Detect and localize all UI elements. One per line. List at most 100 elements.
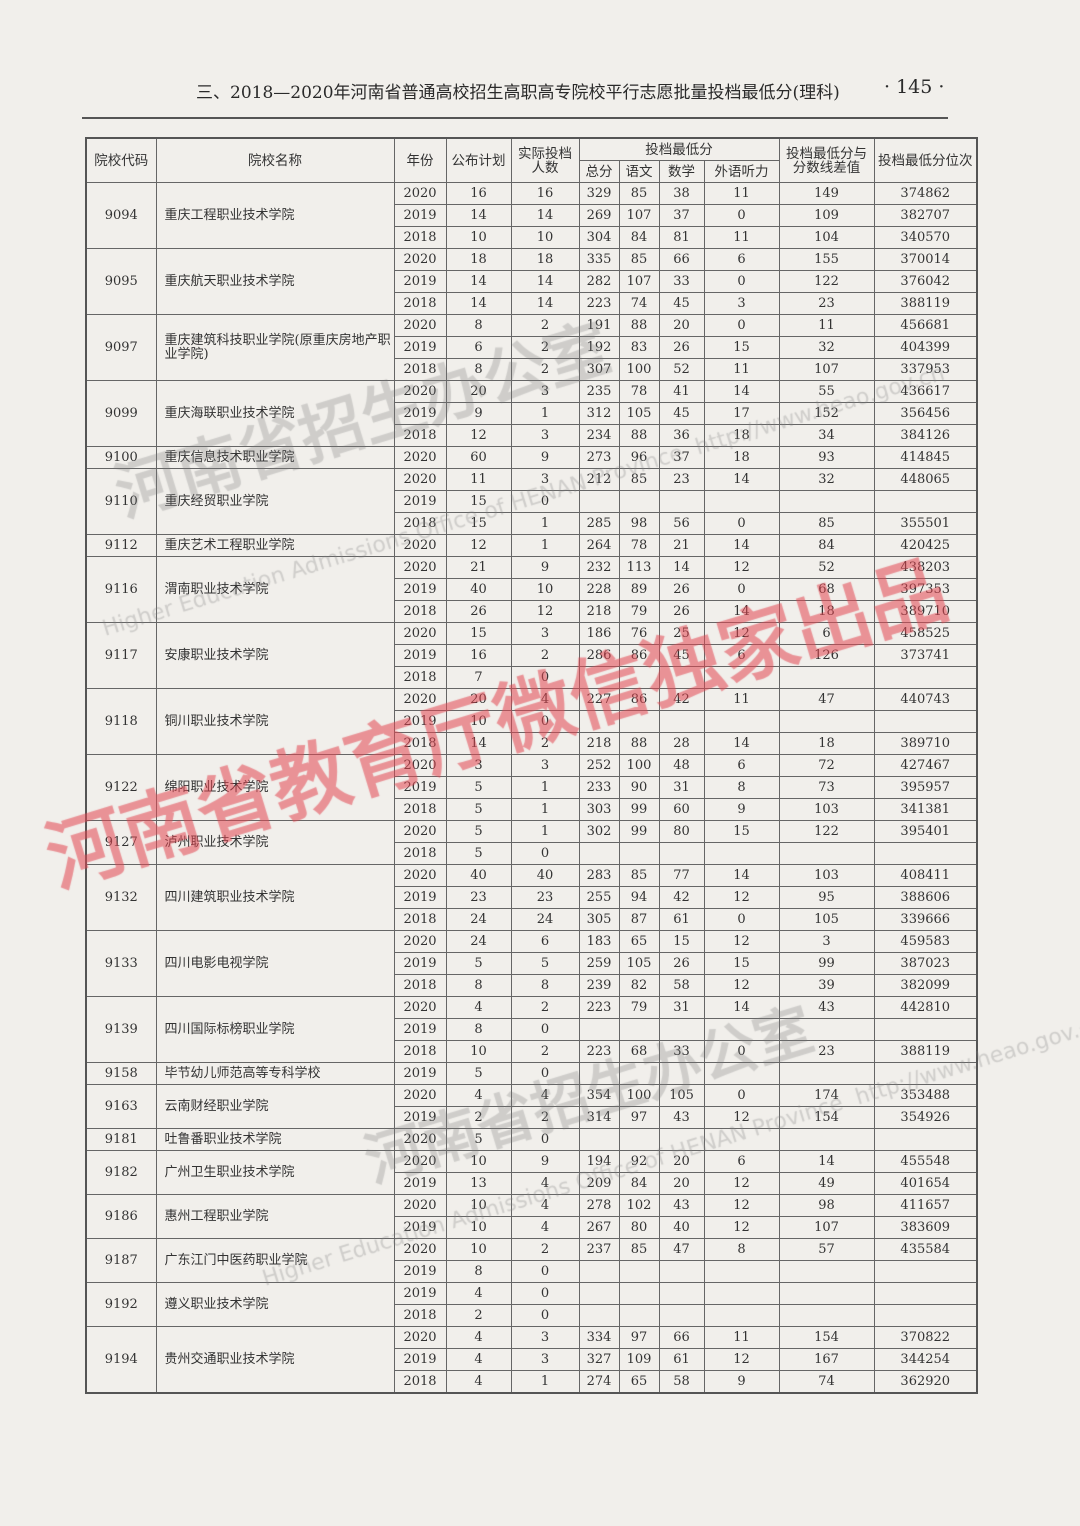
cell-math: 28 bbox=[658, 732, 705, 755]
cell-math: 40 bbox=[658, 1216, 705, 1239]
cell-diff: 122 bbox=[778, 820, 875, 843]
cell-diff: 149 bbox=[778, 182, 875, 205]
cell-chinese: 97 bbox=[618, 1326, 660, 1349]
cell-foreign: 17 bbox=[703, 402, 780, 425]
cell-year: 2018 bbox=[393, 512, 447, 535]
cell-rank: 383609 bbox=[873, 1216, 978, 1239]
cell-actual: 14 bbox=[510, 270, 580, 293]
cell-chinese: 113 bbox=[618, 556, 660, 579]
header-plan: 公布计划 bbox=[445, 137, 512, 183]
cell-foreign: 6 bbox=[703, 1150, 780, 1173]
cell-year: 2019 bbox=[393, 644, 447, 667]
cell-chinese: 85 bbox=[618, 864, 660, 887]
cell-chinese: 109 bbox=[618, 1348, 660, 1371]
cell-total bbox=[578, 490, 620, 513]
cell-diff: 72 bbox=[778, 754, 875, 777]
cell-foreign: 11 bbox=[703, 688, 780, 711]
cell-total: 283 bbox=[578, 864, 620, 887]
cell-plan: 5 bbox=[445, 1128, 512, 1151]
cell-year: 2019 bbox=[393, 1018, 447, 1041]
cell-plan: 8 bbox=[445, 358, 512, 381]
cell-rank: 362920 bbox=[873, 1370, 978, 1394]
cell-math: 37 bbox=[658, 446, 705, 469]
cell-chinese: 99 bbox=[618, 820, 660, 843]
cell-math: 42 bbox=[658, 688, 705, 711]
cell-plan: 10 bbox=[445, 1150, 512, 1173]
cell-actual: 24 bbox=[510, 908, 580, 931]
cell-year: 2019 bbox=[393, 1282, 447, 1305]
school-name: 四川建筑职业技术学院 bbox=[155, 864, 395, 931]
cell-rank: 388606 bbox=[873, 886, 978, 909]
cell-foreign: 12 bbox=[703, 622, 780, 645]
cell-rank: 442810 bbox=[873, 996, 978, 1019]
cell-actual: 3 bbox=[510, 468, 580, 491]
cell-diff: 167 bbox=[778, 1348, 875, 1371]
cell-math: 31 bbox=[658, 776, 705, 799]
cell-math: 80 bbox=[658, 820, 705, 843]
cell-actual: 0 bbox=[510, 710, 580, 733]
cell-math: 61 bbox=[658, 908, 705, 931]
cell-total: 183 bbox=[578, 930, 620, 953]
cell-math bbox=[658, 1062, 705, 1085]
cell-total bbox=[578, 1128, 620, 1151]
header-name: 院校名称 bbox=[155, 137, 395, 183]
cell-chinese: 94 bbox=[618, 886, 660, 909]
cell-chinese: 100 bbox=[618, 358, 660, 381]
cell-actual: 0 bbox=[510, 1018, 580, 1041]
cell-diff: 154 bbox=[778, 1326, 875, 1349]
cell-total: 334 bbox=[578, 1326, 620, 1349]
school-code: 9112 bbox=[85, 534, 157, 557]
cell-actual: 14 bbox=[510, 292, 580, 315]
cell-year: 2018 bbox=[393, 666, 447, 689]
cell-plan: 16 bbox=[445, 644, 512, 667]
cell-diff: 107 bbox=[778, 358, 875, 381]
cell-diff: 11 bbox=[778, 314, 875, 337]
cell-rank: 341381 bbox=[873, 798, 978, 821]
cell-foreign: 3 bbox=[703, 292, 780, 315]
cell-foreign: 15 bbox=[703, 952, 780, 975]
table-row: 9132 四川建筑职业技术学院 2020 40 40 283 85 77 14 103 408411 bbox=[85, 864, 978, 931]
cell-chinese: 99 bbox=[618, 798, 660, 821]
school-name: 四川电影电视学院 bbox=[155, 930, 395, 997]
cell-year: 2018 bbox=[393, 600, 447, 623]
cell-actual: 2 bbox=[510, 336, 580, 359]
table-row: 9097 重庆建筑科技职业学院(原重庆房地产职业学院) 2020 8 2 191 88 20 0… bbox=[85, 314, 978, 381]
school-code: 9117 bbox=[85, 622, 157, 689]
school-code: 9097 bbox=[85, 314, 157, 381]
cell-math: 37 bbox=[658, 204, 705, 227]
cell-rank: 459583 bbox=[873, 930, 978, 953]
cell-math: 81 bbox=[658, 226, 705, 249]
cell-foreign: 15 bbox=[703, 820, 780, 843]
school-code: 9186 bbox=[85, 1194, 157, 1239]
cell-math: 52 bbox=[658, 358, 705, 381]
cell-plan: 20 bbox=[445, 380, 512, 403]
cell-math: 60 bbox=[658, 798, 705, 821]
cell-math: 58 bbox=[658, 974, 705, 997]
cell-plan: 8 bbox=[445, 974, 512, 997]
cell-total: 314 bbox=[578, 1106, 620, 1129]
cell-rank: 408411 bbox=[873, 864, 978, 887]
cell-year: 2020 bbox=[393, 380, 447, 403]
cell-year: 2020 bbox=[393, 930, 447, 953]
cell-total: 354 bbox=[578, 1084, 620, 1107]
cell-plan: 3 bbox=[445, 754, 512, 777]
cell-plan: 2 bbox=[445, 1304, 512, 1327]
school-name: 铜川职业技术学院 bbox=[155, 688, 395, 755]
cell-actual: 18 bbox=[510, 248, 580, 271]
cell-math: 66 bbox=[658, 248, 705, 271]
cell-math: 36 bbox=[658, 424, 705, 447]
cell-rank bbox=[873, 1062, 978, 1085]
cell-rank: 427467 bbox=[873, 754, 978, 777]
cell-actual: 0 bbox=[510, 1062, 580, 1085]
cell-total: 223 bbox=[578, 292, 620, 315]
cell-rank: 440743 bbox=[873, 688, 978, 711]
cell-total: 304 bbox=[578, 226, 620, 249]
cell-diff: 18 bbox=[778, 600, 875, 623]
cell-diff: 32 bbox=[778, 468, 875, 491]
cell-diff: 93 bbox=[778, 446, 875, 469]
table-row: 9099 重庆海联职业技术学院 2020 20 3 235 78 41 14 55 436617 bbox=[85, 380, 978, 447]
cell-foreign: 12 bbox=[703, 1172, 780, 1195]
school-code: 9133 bbox=[85, 930, 157, 997]
cell-total: 303 bbox=[578, 798, 620, 821]
cell-rank: 340570 bbox=[873, 226, 978, 249]
